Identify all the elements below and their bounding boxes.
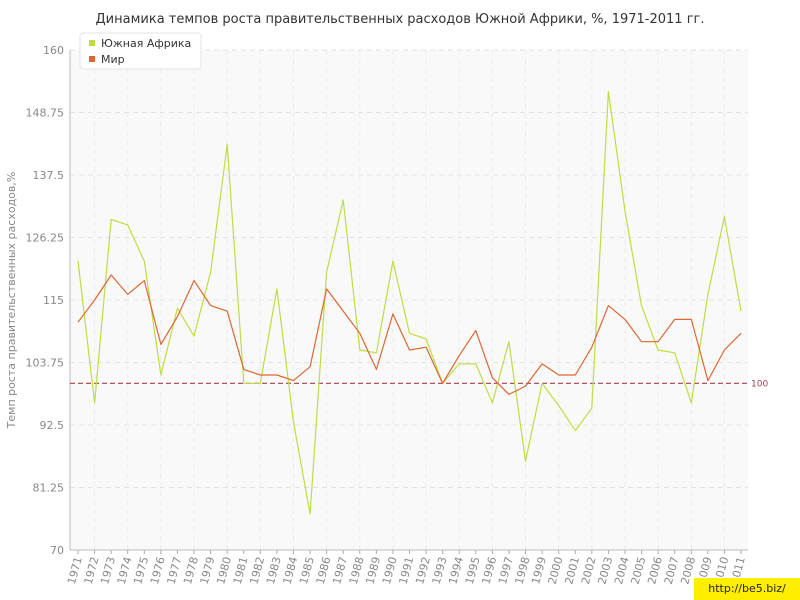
y-tick-label: 160	[43, 44, 64, 57]
y-axis-label: Темп роста правительственных расходов,%	[5, 172, 18, 430]
y-tick-label: 103.75	[26, 357, 65, 370]
series-line-0	[77, 91, 742, 515]
watermark-link[interactable]: http://be5.biz/	[694, 578, 800, 600]
legend-swatch-0	[89, 40, 95, 46]
reference-line-label: 100	[751, 379, 768, 389]
y-tick-label: 115	[43, 294, 64, 307]
x-axis-tick-labels: 1971197219731974197519761977197819791980…	[65, 555, 748, 585]
y-tick-label: 126.25	[26, 232, 65, 245]
y-tick-label: 148.75	[26, 107, 65, 120]
y-tick-label: 81.25	[33, 482, 65, 495]
legend: Южная Африка Мир	[79, 32, 202, 70]
legend-swatch-1	[89, 56, 95, 62]
reference-line: 100	[70, 379, 768, 389]
chart-title: Динамика темпов роста правительственных …	[96, 12, 705, 27]
legend-box	[79, 32, 202, 70]
series-lines	[77, 91, 742, 515]
legend-item-label: Мир	[101, 53, 125, 66]
series-line-1	[77, 274, 742, 395]
y-tick-label: 137.5	[33, 169, 65, 182]
y-tick-label: 70	[50, 544, 64, 557]
y-tick-label: 92.5	[40, 419, 65, 432]
axes	[69, 50, 748, 554]
y-axis-tick-labels: 70 81.25 92.5 103.75 115 126.25 137.5 148.75 160	[26, 44, 65, 557]
legend-item-label: Южная Африка	[101, 37, 191, 50]
